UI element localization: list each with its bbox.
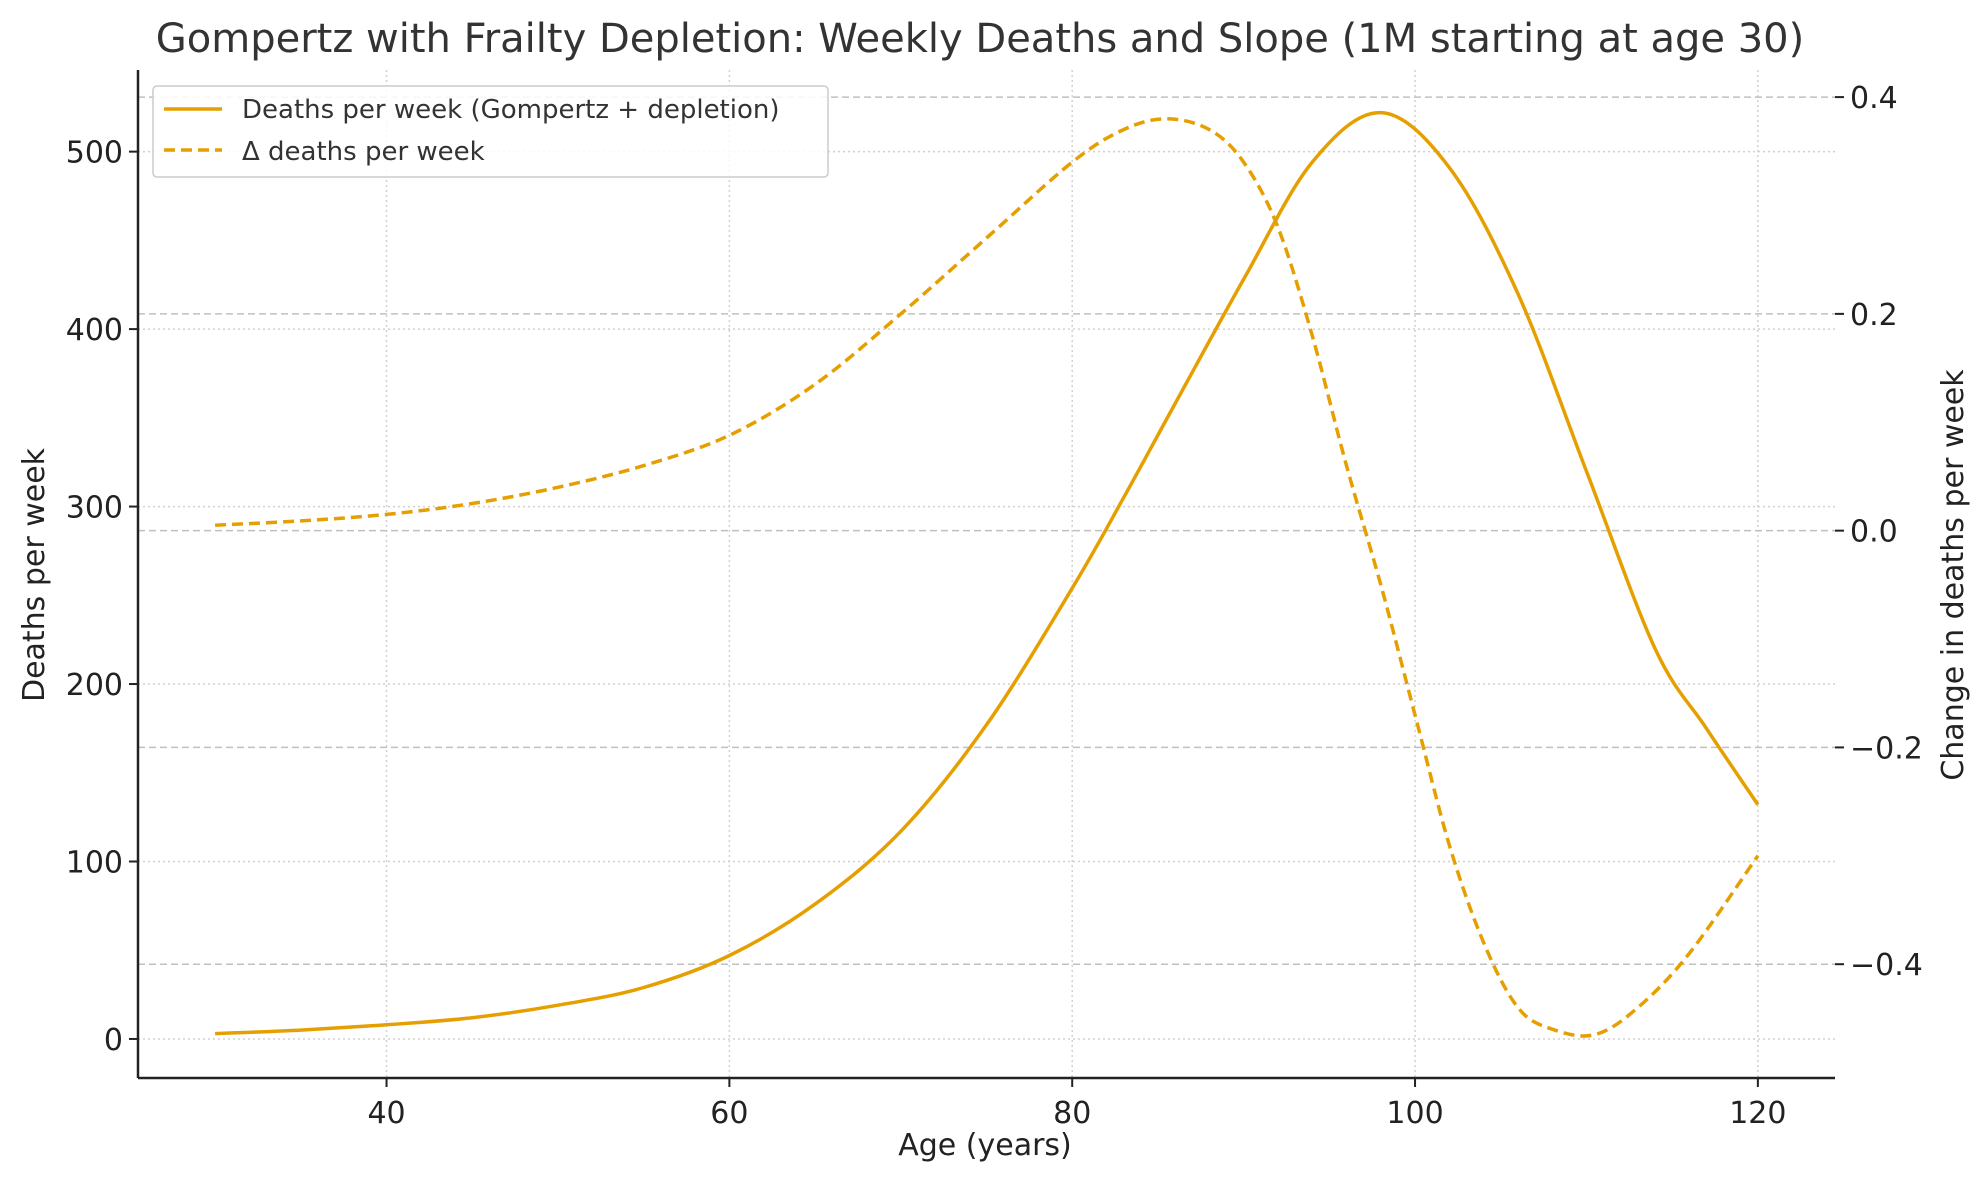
y-tick-label-200: 200: [66, 668, 123, 703]
y2-tick-label-3: 0.2: [1850, 298, 1898, 333]
y-tick-label-300: 300: [66, 491, 123, 526]
series-line-delta: [215, 117, 1760, 1038]
series-line-deaths: [215, 110, 1760, 1036]
y-tick-label-400: 400: [66, 313, 123, 348]
legend-entry-delta: Δ deaths per week: [242, 137, 485, 167]
y2-tick-label-1: −0.2: [1850, 731, 1923, 766]
y-tick-label-0: 0: [104, 1023, 123, 1058]
chart-title: Gompertz with Frailty Depletion: Weekly …: [156, 16, 1804, 62]
x-tick-label-120: 120: [1729, 1096, 1786, 1131]
ticks: 40 60 80 100 120 0 100 200 300 400 500 −0.4 −0.2 0.0 0…: [66, 81, 1923, 1131]
legend: Deaths per week (Gompertz + depletion) Δ…: [152, 85, 829, 178]
x-tick-label-80: 80: [1053, 1096, 1091, 1131]
y-tick-label-100: 100: [66, 845, 123, 880]
series-lines: [215, 110, 1760, 1038]
y-tick-label-500: 500: [66, 136, 123, 171]
y-axis-label: Deaths per week: [17, 447, 52, 702]
y2-axis-label: Change in deaths per week: [1936, 369, 1971, 781]
x-axis-label: Age (years): [898, 1128, 1072, 1163]
axes: [136, 70, 1835, 1080]
x-tick-label-60: 60: [710, 1096, 748, 1131]
grid: [138, 70, 1835, 1078]
legend-entry-deaths: Deaths per week (Gompertz + depletion): [242, 95, 780, 125]
y2-tick-label-0: −0.4: [1850, 948, 1923, 983]
x-tick-label-40: 40: [367, 1096, 405, 1131]
x-tick-label-100: 100: [1386, 1096, 1443, 1131]
y2-tick-label-4: 0.4: [1850, 81, 1898, 116]
legend-box: [152, 85, 829, 178]
y2-tick-label-2: 0.0: [1850, 515, 1898, 550]
